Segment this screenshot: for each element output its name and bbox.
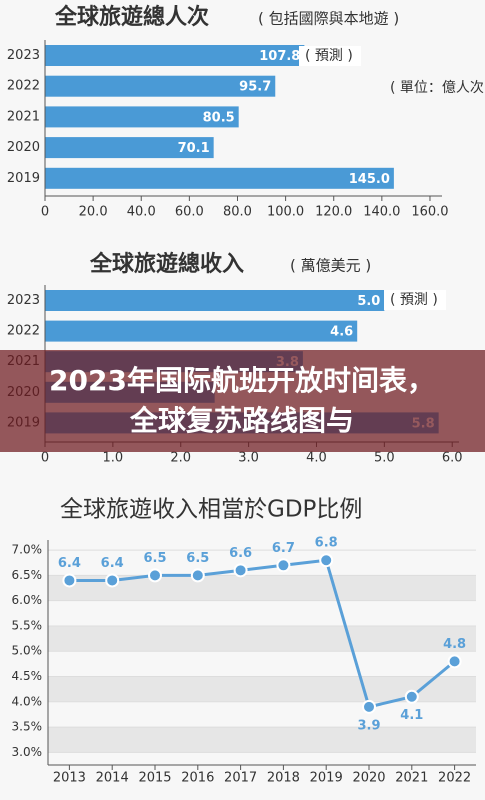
- y-tick-label: 2021: [7, 109, 40, 124]
- y-tick-label: 3.0%: [12, 745, 43, 759]
- y-tick-label: 2023: [7, 293, 40, 308]
- x-tick-label: 2019: [310, 771, 343, 786]
- value-label: 6.6: [229, 546, 252, 561]
- point: [105, 573, 120, 588]
- point: [447, 654, 462, 669]
- overlay-text: 2023年国际航班开放时间表，: [49, 364, 435, 397]
- x-tick-label: 2014: [96, 771, 129, 786]
- x-tick-label: 2.0: [170, 451, 191, 466]
- overlay-band: [0, 350, 485, 452]
- point: [190, 568, 205, 583]
- value-label: 145.0: [349, 172, 390, 187]
- y-tick-label: 7.0%: [12, 543, 43, 557]
- stripe: [48, 625, 476, 652]
- y-tick-label: 2019: [7, 171, 40, 186]
- bar: [45, 290, 385, 311]
- point: [319, 553, 334, 568]
- value-label: 4.1: [400, 708, 423, 723]
- x-tick-label: 5.0: [374, 451, 395, 466]
- value-label: 4.6: [330, 325, 353, 340]
- x-tick-label: 20.0: [79, 205, 108, 220]
- x-tick-label: 2015: [138, 771, 171, 786]
- annotation-box: [299, 46, 361, 66]
- chart-title: 全球旅遊收入相當於GDP比例: [60, 497, 362, 523]
- value-label: 6.4: [101, 556, 124, 571]
- x-tick-label: 2016: [181, 771, 214, 786]
- chart-title: 全球旅遊總人次: [54, 4, 209, 30]
- y-tick-label: 2023: [7, 48, 40, 63]
- x-tick-label: 0: [41, 205, 49, 220]
- point: [404, 689, 419, 704]
- bar: [45, 320, 358, 342]
- y-tick-label: 5.0%: [12, 644, 43, 658]
- line: [69, 558, 456, 709]
- y-tick-label: 2022: [7, 79, 40, 94]
- y-tick-label: 4.0%: [12, 694, 43, 708]
- value-label: 95.7: [239, 80, 271, 95]
- bar: [45, 167, 394, 189]
- value-label: 3.9: [357, 718, 380, 733]
- y-tick-label: 4.5%: [12, 669, 43, 683]
- bar: [45, 137, 214, 159]
- y-tick-label: 5.5%: [12, 618, 43, 632]
- annotation: ( 單位：億人次 ): [390, 80, 485, 96]
- y-tick-label: 2022: [7, 324, 40, 339]
- x-tick-label: 2022: [438, 771, 471, 786]
- value-label: 6.5: [143, 551, 166, 566]
- x-tick-label: 0: [41, 451, 49, 466]
- x-tick-label: 100.0: [267, 205, 304, 220]
- value-label: 5.0: [357, 294, 380, 309]
- value-label: 107.8: [259, 49, 300, 64]
- value-label: 80.5: [203, 110, 235, 125]
- bar: [45, 75, 276, 97]
- x-tick-label: 2017: [224, 771, 257, 786]
- point: [233, 563, 248, 578]
- bar: [45, 106, 239, 128]
- y-tick-label: 6.0%: [12, 593, 43, 607]
- value-label: 6.8: [315, 536, 338, 551]
- x-tick-label: 2020: [352, 771, 385, 786]
- x-tick-label: 6.0: [442, 451, 463, 466]
- overlay-text: 全球复苏路线图与: [129, 404, 354, 437]
- point: [362, 699, 376, 714]
- value-label: 4.8: [443, 637, 466, 652]
- chart-title: 全球旅遊總收入: [89, 251, 244, 277]
- y-tick-label: 2020: [7, 140, 40, 155]
- x-tick-label: 140.0: [363, 205, 400, 220]
- x-tick-label: 3.0: [238, 451, 259, 466]
- x-tick-label: 40.0: [127, 205, 156, 220]
- y-tick-label: 6.5%: [12, 568, 43, 582]
- x-tick-label: 1.0: [103, 451, 124, 466]
- chart-subtitle: ( 包括國際與本地遊 ): [258, 10, 399, 28]
- point: [276, 558, 291, 573]
- x-tick-label: 120.0: [315, 205, 352, 220]
- annotation: ( 預測 ): [390, 292, 438, 308]
- annotation-box: [384, 290, 446, 310]
- point: [148, 568, 162, 583]
- x-tick-label: 4.0: [306, 451, 327, 466]
- y-tick-label: 3.5%: [12, 720, 43, 734]
- value-label: 70.1: [178, 141, 210, 156]
- value-label: 6.4: [58, 556, 81, 571]
- x-tick-label: 160.0: [411, 205, 448, 220]
- x-tick-label: 2013: [53, 771, 86, 786]
- x-tick-label: 2021: [395, 771, 428, 786]
- point: [62, 573, 77, 588]
- x-tick-label: 2018: [267, 771, 300, 786]
- x-tick-label: 80.0: [223, 205, 252, 220]
- stripe: [48, 727, 476, 753]
- value-label: 6.7: [272, 541, 295, 556]
- value-label: 6.5: [186, 551, 209, 566]
- bar: [45, 45, 305, 66]
- x-tick-label: 60.0: [175, 205, 204, 220]
- chart-subtitle: ( 萬億美元 ): [290, 257, 371, 275]
- annotation: ( 預測 ): [305, 48, 353, 64]
